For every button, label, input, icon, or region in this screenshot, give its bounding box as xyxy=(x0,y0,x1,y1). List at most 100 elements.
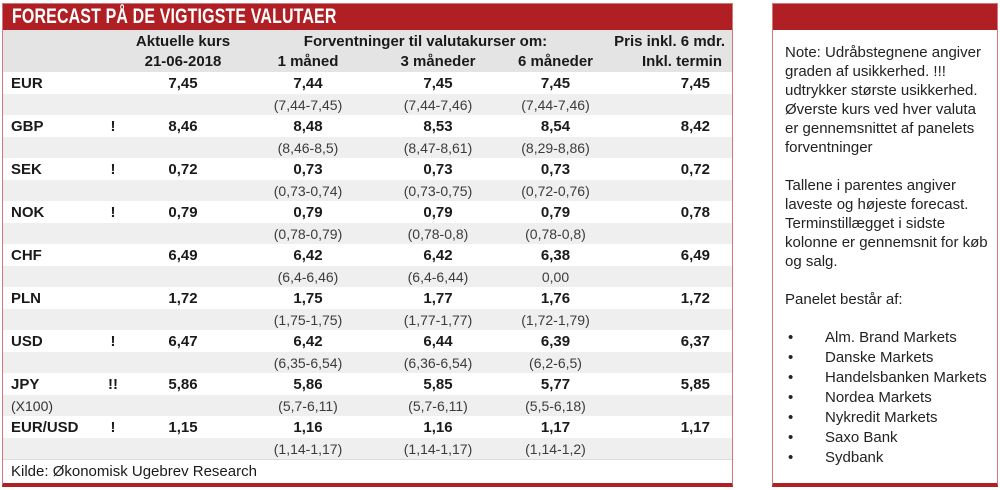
cell-range-3m: (5,7-6,11) xyxy=(408,397,468,414)
bullet-icon: • xyxy=(788,369,794,386)
note-paragraph-ranges: Tallene i parentes angiver laveste og hø… xyxy=(785,177,988,270)
currency-range-row: (6,35-6,54) (6,36-6,54) (6,2-6,5) xyxy=(3,352,732,373)
cell-forecast-3m: 1,77 xyxy=(423,289,453,307)
header-row-1: Aktuelle kurs Forventninger til valutaku… xyxy=(3,31,732,51)
currency-main-row: EUR/USD ! 1,15 1,16 1,16 1,17 1,17 xyxy=(3,416,732,438)
cell-termin: 8,42 xyxy=(680,117,710,135)
currency-block: EUR/USD ! 1,15 1,16 1,16 1,17 1,17 (1,14… xyxy=(3,416,732,459)
table-header: Aktuelle kurs Forventninger til valutaku… xyxy=(3,30,732,72)
panel-member-name: Saxo Bank xyxy=(825,429,898,446)
cell-forecast-1m: 7,44 xyxy=(293,74,323,92)
cell-range-6m: (7,44-7,46) xyxy=(521,96,590,113)
cell-range-6m: (6,2-6,5) xyxy=(529,354,582,371)
currency-main-row: EUR 7,45 7,44 7,45 7,45 7,45 xyxy=(3,72,732,94)
cell-range-3m: (8,47-8,61) xyxy=(403,139,473,156)
source-text: Kilde: Økonomisk Ugebrev Research xyxy=(11,463,257,480)
cell-forecast-6m: 1,17 xyxy=(540,418,571,436)
cell-range-3m: (0,73-0,75) xyxy=(403,182,473,199)
forecast-table-panel: FORECAST PÅ DE VIGTIGSTE VALUTAER Aktuel… xyxy=(2,3,733,487)
panel-member-name: Sydbank xyxy=(825,449,884,466)
cell-range-1m: (7,44-7,45) xyxy=(273,96,343,113)
cell-forecast-6m: 8,54 xyxy=(540,117,571,135)
cell-aktuelle-kurs: 6,47 xyxy=(168,332,198,350)
cell-termin: 0,78 xyxy=(680,203,710,221)
cell-range-1m: (1,75-1,75) xyxy=(273,311,343,328)
panel-member-name: Nordea Markets xyxy=(825,389,932,406)
cell-forecast-1m: 6,42 xyxy=(293,332,323,350)
currency-code: USD xyxy=(11,332,43,350)
currency-block: NOK ! 0,79 0,79 0,79 0,79 0,78 (0,78-0,7… xyxy=(3,201,732,244)
cell-forecast-3m: 6,44 xyxy=(423,332,453,350)
cell-range-6m: (0,72-0,76) xyxy=(521,182,590,199)
panel-member-item: • Nykredit Markets xyxy=(785,408,988,428)
currency-main-row: CHF 6,49 6,42 6,42 6,38 6,49 xyxy=(3,244,732,266)
currency-main-row: NOK ! 0,79 0,79 0,79 0,79 0,78 xyxy=(3,201,732,223)
cell-forecast-3m: 0,73 xyxy=(423,160,453,178)
cell-aktuelle-kurs: 8,46 xyxy=(168,117,198,135)
title-bar: FORECAST PÅ DE VIGTIGSTE VALUTAER xyxy=(3,4,732,30)
cell-aktuelle-kurs: 1,72 xyxy=(168,289,198,307)
column-header-aktuelle-kurs: Aktuelle kurs xyxy=(135,32,231,50)
cell-termin: 0,72 xyxy=(680,160,710,178)
currency-block: EUR 7,45 7,44 7,45 7,45 7,45 (7,44-7,45)… xyxy=(3,72,732,115)
source-row: Kilde: Økonomisk Ugebrev Research xyxy=(3,459,732,483)
column-header-pris-inkl: Pris inkl. 6 mdr. xyxy=(614,32,725,50)
currency-code: NOK xyxy=(11,203,45,221)
cell-forecast-3m: 0,79 xyxy=(423,203,453,221)
cell-range-3m: (1,14-1,17) xyxy=(403,440,473,457)
note-paragraph-uncertainty: Note: Udråbstegnene angiver graden af us… xyxy=(785,44,981,156)
cell-range-6m: (0,78-0,8) xyxy=(525,225,586,242)
cell-forecast-3m: 6,42 xyxy=(423,246,453,264)
currency-range-row: (X100) (5,7-6,11) (5,7-6,11) (5,5-6,18) xyxy=(3,395,732,416)
currency-block: SEK ! 0,72 0,73 0,73 0,73 0,72 (0,73-0,7… xyxy=(3,158,732,201)
currency-main-row: SEK ! 0,72 0,73 0,73 0,73 0,72 xyxy=(3,158,732,180)
cell-forecast-6m: 5,77 xyxy=(540,375,571,393)
panel-members-heading: Panelet består af: xyxy=(785,291,903,308)
cell-forecast-1m: 6,42 xyxy=(293,246,323,264)
currency-block: GBP ! 8,46 8,48 8,53 8,54 8,42 (8,46-8,5… xyxy=(3,115,732,158)
bullet-icon: • xyxy=(788,409,794,426)
cell-forecast-6m: 0,79 xyxy=(540,203,571,221)
cell-aktuelle-kurs: 1,15 xyxy=(168,418,198,436)
uncertainty-marks: ! xyxy=(110,160,116,178)
currency-code: PLN xyxy=(11,289,41,307)
panel-member-name: Handelsbanken Markets xyxy=(825,369,987,386)
cell-forecast-3m: 8,53 xyxy=(423,117,453,135)
cell-forecast-6m: 7,45 xyxy=(540,74,571,92)
column-header-1-maned: 1 måned xyxy=(277,52,339,70)
column-header-date: 21-06-2018 xyxy=(144,52,222,70)
cell-aktuelle-kurs: 0,79 xyxy=(168,203,198,221)
cell-aktuelle-kurs: 5,86 xyxy=(168,375,198,393)
cell-range-1m: (0,73-0,74) xyxy=(273,182,343,199)
cell-termin: 1,17 xyxy=(680,418,710,436)
cell-range-3m: (7,44-7,46) xyxy=(403,96,473,113)
bullet-icon: • xyxy=(788,389,794,406)
currency-code: EUR xyxy=(11,74,43,92)
currency-code: JPY xyxy=(11,375,40,393)
panel-member-item: • Handelsbanken Markets xyxy=(785,368,988,388)
column-header-inkl-termin: Inkl. termin xyxy=(641,52,722,70)
bullet-icon: • xyxy=(788,449,794,466)
currency-range-row: (6,4-6,46) (6,4-6,44) 0,00 xyxy=(3,266,732,287)
currency-code: GBP xyxy=(11,117,44,135)
cell-termin: 6,37 xyxy=(680,332,710,350)
panel-member-item: • Sydbank xyxy=(785,448,988,468)
cell-forecast-3m: 1,16 xyxy=(423,418,453,436)
cell-range-6m: 0,00 xyxy=(541,268,570,285)
bullet-icon: • xyxy=(788,329,794,346)
panel-member-item: • Danske Markets xyxy=(785,348,988,368)
panel-member-item: • Nordea Markets xyxy=(785,388,988,408)
cell-forecast-1m: 8,48 xyxy=(293,117,323,135)
panel-members-list: • Alm. Brand Markets • Danske Markets • … xyxy=(785,328,988,468)
cell-forecast-6m: 0,73 xyxy=(540,160,571,178)
currency-sub-label: (X100) xyxy=(11,397,54,414)
bullet-icon: • xyxy=(788,349,794,366)
cell-range-3m: (1,77-1,77) xyxy=(403,311,473,328)
cell-aktuelle-kurs: 6,49 xyxy=(168,246,198,264)
cell-aktuelle-kurs: 0,72 xyxy=(168,160,198,178)
cell-range-1m: (8,46-8,5) xyxy=(277,139,339,156)
cell-forecast-6m: 6,39 xyxy=(540,332,571,350)
cell-forecast-6m: 6,38 xyxy=(540,246,571,264)
uncertainty-marks: ! xyxy=(110,203,116,221)
cell-range-6m: (8,29-8,86) xyxy=(521,139,590,156)
